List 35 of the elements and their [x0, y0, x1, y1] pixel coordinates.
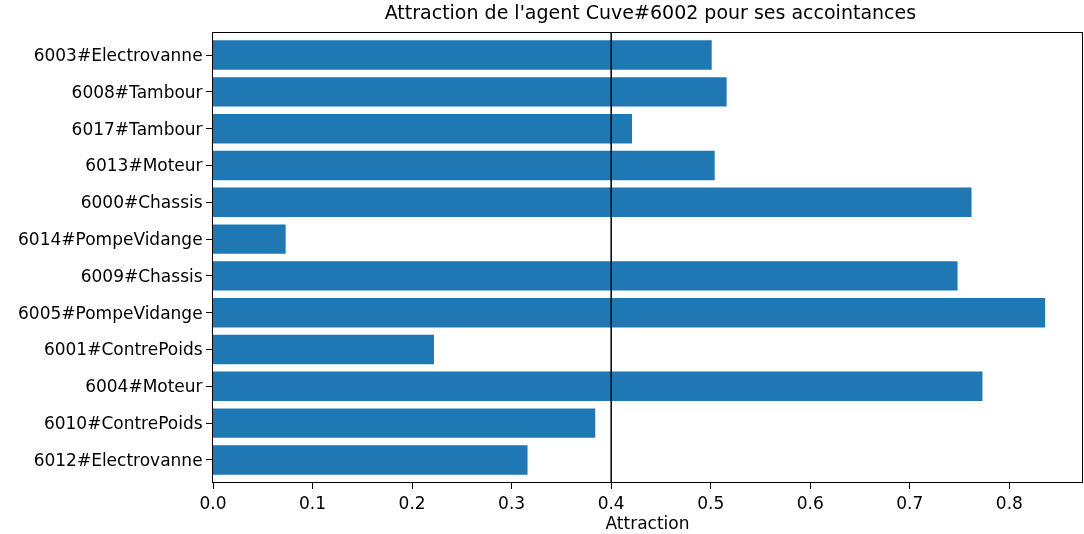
bar	[213, 187, 972, 218]
bar	[213, 371, 983, 402]
x-tick-label: 0.4	[597, 493, 625, 514]
bar	[213, 297, 1046, 328]
bar	[213, 40, 712, 70]
bar	[213, 113, 633, 144]
chart-title: Attraction de l'agent Cuve#6002 pour ses accointances	[384, 0, 917, 23]
y-tick-label: 6014#PompeVidange	[18, 229, 203, 250]
y-tick-label: 6003#Electrovanne	[33, 45, 203, 66]
x-tick-label: 0.1	[299, 493, 327, 514]
bar	[213, 261, 958, 291]
x-tick-label: 0.6	[796, 493, 824, 514]
bar	[213, 77, 727, 107]
x-tick-label: 0.3	[498, 493, 526, 514]
x-tick-label: 0.8	[995, 493, 1023, 514]
bar	[213, 408, 596, 438]
x-axis-title: Attraction	[605, 513, 690, 534]
y-tick-label: 6004#Moteur	[85, 376, 203, 397]
x-tick-label: 0.7	[896, 493, 924, 514]
y-tick-label: 6012#Electrovanne	[33, 449, 203, 470]
x-tick-label: 0.0	[199, 493, 227, 514]
y-tick-label: 6013#Moteur	[85, 155, 203, 176]
y-tick-label: 6017#Tambour	[71, 118, 203, 139]
x-tick-label: 0.2	[398, 493, 426, 514]
y-tick-label: 6000#Chassis	[80, 192, 203, 213]
y-tick-label: 6001#ContrePoids	[43, 339, 203, 360]
y-tick-label: 6010#ContrePoids	[43, 413, 203, 434]
bar	[213, 150, 715, 181]
bar	[213, 334, 434, 365]
bar	[213, 445, 528, 475]
y-tick-label: 6005#PompeVidange	[18, 302, 203, 323]
y-tick-label: 6008#Tambour	[71, 81, 203, 102]
bar	[213, 224, 286, 254]
x-tick-label: 0.5	[697, 493, 725, 514]
y-tick-label: 6009#Chassis	[80, 265, 203, 286]
